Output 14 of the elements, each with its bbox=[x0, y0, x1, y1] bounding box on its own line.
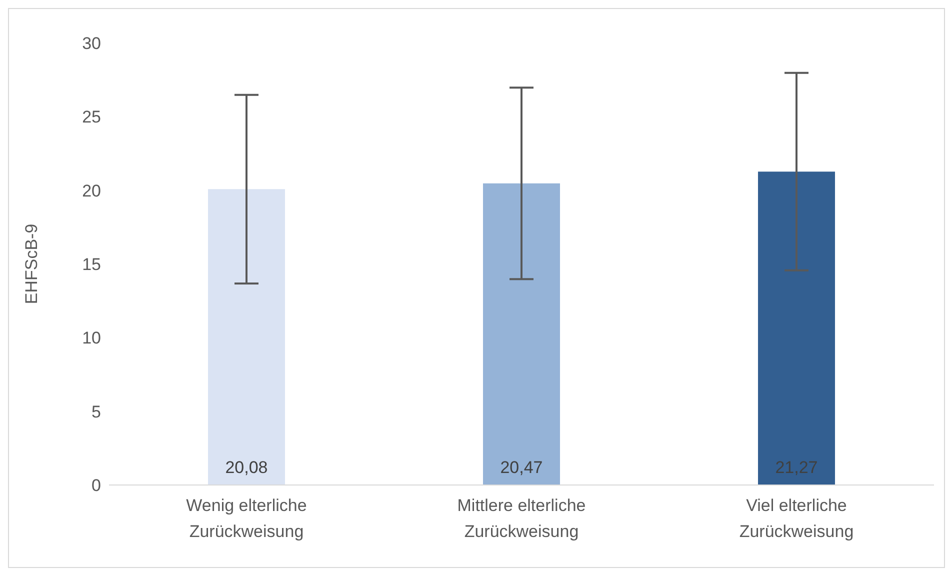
x-tick-label: Mittlere elterliche Zurückweisung bbox=[457, 496, 586, 541]
data-label: 20,08 bbox=[225, 458, 268, 477]
data-label: 20,47 bbox=[500, 458, 543, 477]
y-tick-label: 25 bbox=[82, 108, 101, 127]
y-axis-title: EHFScB-9 bbox=[22, 224, 42, 304]
data-label: 21,27 bbox=[775, 458, 818, 477]
y-tick-label: 20 bbox=[82, 181, 101, 200]
y-tick-label: 15 bbox=[82, 255, 101, 274]
y-tick-label: 5 bbox=[92, 402, 101, 422]
y-tick-label: 30 bbox=[82, 34, 101, 54]
y-tick-label: 10 bbox=[82, 328, 101, 348]
y-tick-label: 0 bbox=[92, 476, 101, 496]
x-tick-label: Wenig elterliche Zurückweisung bbox=[186, 496, 307, 541]
x-tick-label: Viel elterliche Zurückweisung bbox=[739, 496, 854, 541]
